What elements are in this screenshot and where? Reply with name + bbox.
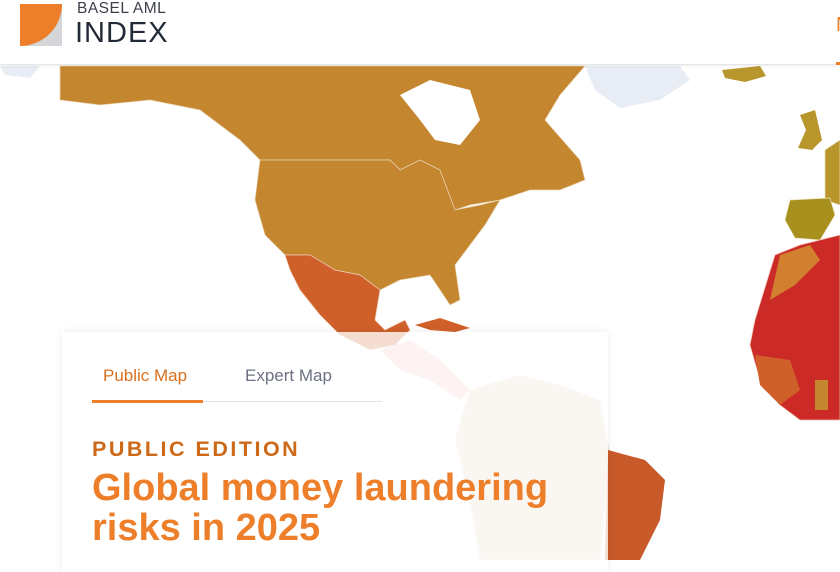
tab-public-map[interactable]: Public Map <box>103 366 188 385</box>
country-morocco[interactable] <box>770 245 820 300</box>
country-uk[interactable] <box>798 110 822 150</box>
nav-item-active[interactable]: M <box>836 14 840 36</box>
country-cuba[interactable] <box>415 318 470 332</box>
hudson-bay <box>400 80 480 145</box>
site-header: BASEL AML INDEX M <box>0 0 840 65</box>
active-tab-indicator <box>92 400 203 403</box>
tab-expert-map[interactable]: Expert Map <box>245 366 332 385</box>
nav-active-indicator <box>836 62 840 65</box>
logo-text-top: BASEL AML <box>77 0 167 17</box>
country-ghana[interactable] <box>815 380 828 410</box>
country-iberia[interactable] <box>784 197 836 241</box>
country-west-africa[interactable] <box>755 355 800 405</box>
page-title: Global money laundering risks in 2025 <box>92 467 549 549</box>
country-brazil[interactable] <box>605 450 665 560</box>
logo-text-bottom: INDEX <box>75 17 169 49</box>
country-mexico[interactable] <box>284 254 411 351</box>
edition-label: PUBLIC EDITION <box>92 437 301 461</box>
region-europe[interactable] <box>824 139 840 206</box>
alaska-west <box>0 66 40 78</box>
basel-aml-index-logo[interactable]: BASEL AML INDEX <box>20 0 168 48</box>
country-iceland[interactable] <box>722 66 766 82</box>
map-tabs: Public Map Expert Map <box>92 356 382 403</box>
greenland <box>585 66 690 108</box>
logo-mark-icon <box>20 4 62 46</box>
intro-card: Public Map Expert Map PUBLIC EDITION Glo… <box>62 332 608 572</box>
